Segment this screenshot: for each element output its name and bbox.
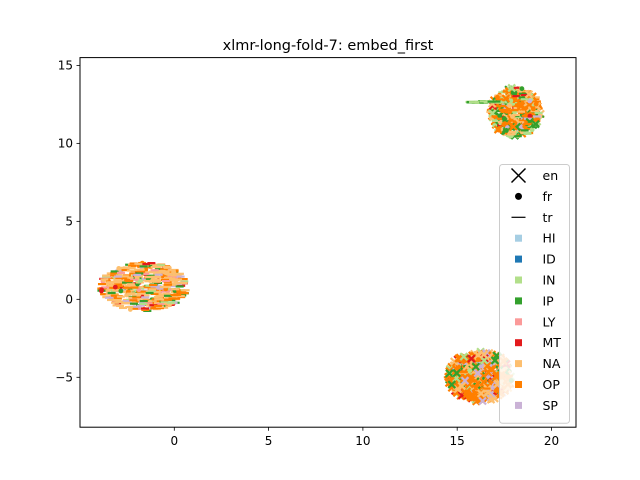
data-point-na [479, 350, 489, 359]
data-point-op [533, 101, 539, 107]
data-point-ip [447, 380, 457, 389]
data-point-in [459, 352, 469, 361]
legend-label: HI [543, 231, 556, 246]
data-point-sp [473, 368, 483, 378]
data-point-na [164, 270, 170, 276]
data-point-in [508, 98, 514, 104]
x-tick-label: 15 [450, 434, 465, 448]
data-point-op [495, 94, 500, 100]
legend-label: fr [543, 189, 553, 204]
data-point-na [473, 371, 483, 380]
y-axis: −5 0 5 10 15 [55, 59, 80, 385]
data-point-ip [490, 356, 500, 365]
legend-swatch-na [515, 360, 522, 368]
data-point-op [476, 357, 481, 363]
legend-label: OP [543, 377, 561, 392]
data-point-na [483, 388, 493, 397]
data-point-op [484, 368, 493, 377]
y-tick-label: −5 [55, 371, 73, 385]
data-point-na [116, 266, 122, 271]
legend-swatch-in [515, 276, 522, 284]
data-point-op [501, 94, 511, 103]
data-point-ip [519, 86, 525, 92]
data-point-op [504, 108, 509, 114]
legend-x-marker [510, 167, 527, 184]
data-point-op [493, 125, 503, 134]
data-point-sp [478, 396, 487, 406]
legend-swatch-op [515, 381, 522, 388]
data-point-ip [118, 288, 124, 294]
y-tick-label: 5 [65, 215, 73, 229]
legend-label: ID [543, 252, 556, 267]
plot-points [97, 83, 545, 406]
x-tick-label: 0 [170, 434, 178, 448]
data-point-ip [452, 368, 461, 378]
x-tick-label: 5 [265, 434, 273, 448]
legend-swatch-hi [515, 234, 522, 242]
data-point-na [507, 103, 513, 109]
data-point-op [530, 106, 536, 112]
data-point-mt [112, 284, 118, 290]
x-tick-label: 20 [544, 434, 559, 448]
data-point-na [524, 89, 534, 99]
legend-label: LY [543, 314, 556, 329]
data-point-ip [504, 128, 509, 133]
legend-label: MT [543, 335, 562, 350]
x-axis: 0 5 10 15 20 [170, 427, 559, 448]
legend-dot-marker [515, 192, 522, 200]
plot-frame [79, 57, 577, 428]
legend-label: IP [543, 293, 555, 308]
data-point-sp [460, 376, 470, 385]
data-point-op [479, 377, 488, 387]
data-point-na [127, 307, 133, 312]
data-point-ip [497, 113, 503, 119]
data-point-op [509, 122, 518, 131]
legend-swatch-id [515, 255, 522, 263]
y-tick-label: 15 [58, 59, 73, 73]
legend-label: tr [543, 210, 554, 225]
legend-swatch-ip [515, 297, 522, 305]
data-point-ip [445, 369, 454, 378]
chart-title: xlmr-long-fold-7: embed_first [223, 38, 434, 54]
legend-swatch-mt [515, 339, 522, 347]
legend-label: NA [543, 356, 561, 371]
x-tick-label: 10 [355, 434, 370, 448]
legend-swatch-ly [515, 318, 522, 326]
data-point-mt [99, 287, 105, 293]
data-point-ip [501, 116, 507, 121]
y-tick-label: 0 [65, 293, 73, 307]
data-point-op [501, 122, 507, 127]
legend-label: SP [543, 398, 559, 413]
legend: en fr tr HI ID IN IP LY MT NA OP SP [499, 164, 570, 424]
data-point-op [512, 96, 518, 102]
data-point-mt [467, 354, 476, 363]
legend-box [499, 164, 570, 424]
data-point-na [476, 389, 486, 398]
legend-label: en [543, 168, 559, 183]
data-point-mt [527, 113, 533, 119]
data-point-ip [471, 362, 481, 372]
data-point-ip [531, 119, 540, 129]
data-point-na [510, 114, 515, 119]
data-point-in [467, 368, 473, 374]
legend-label: IN [543, 273, 556, 288]
data-point-in [529, 127, 535, 133]
y-tick-label: 10 [58, 137, 73, 151]
data-point-in [507, 83, 516, 93]
legend-swatch-sp [515, 401, 522, 409]
